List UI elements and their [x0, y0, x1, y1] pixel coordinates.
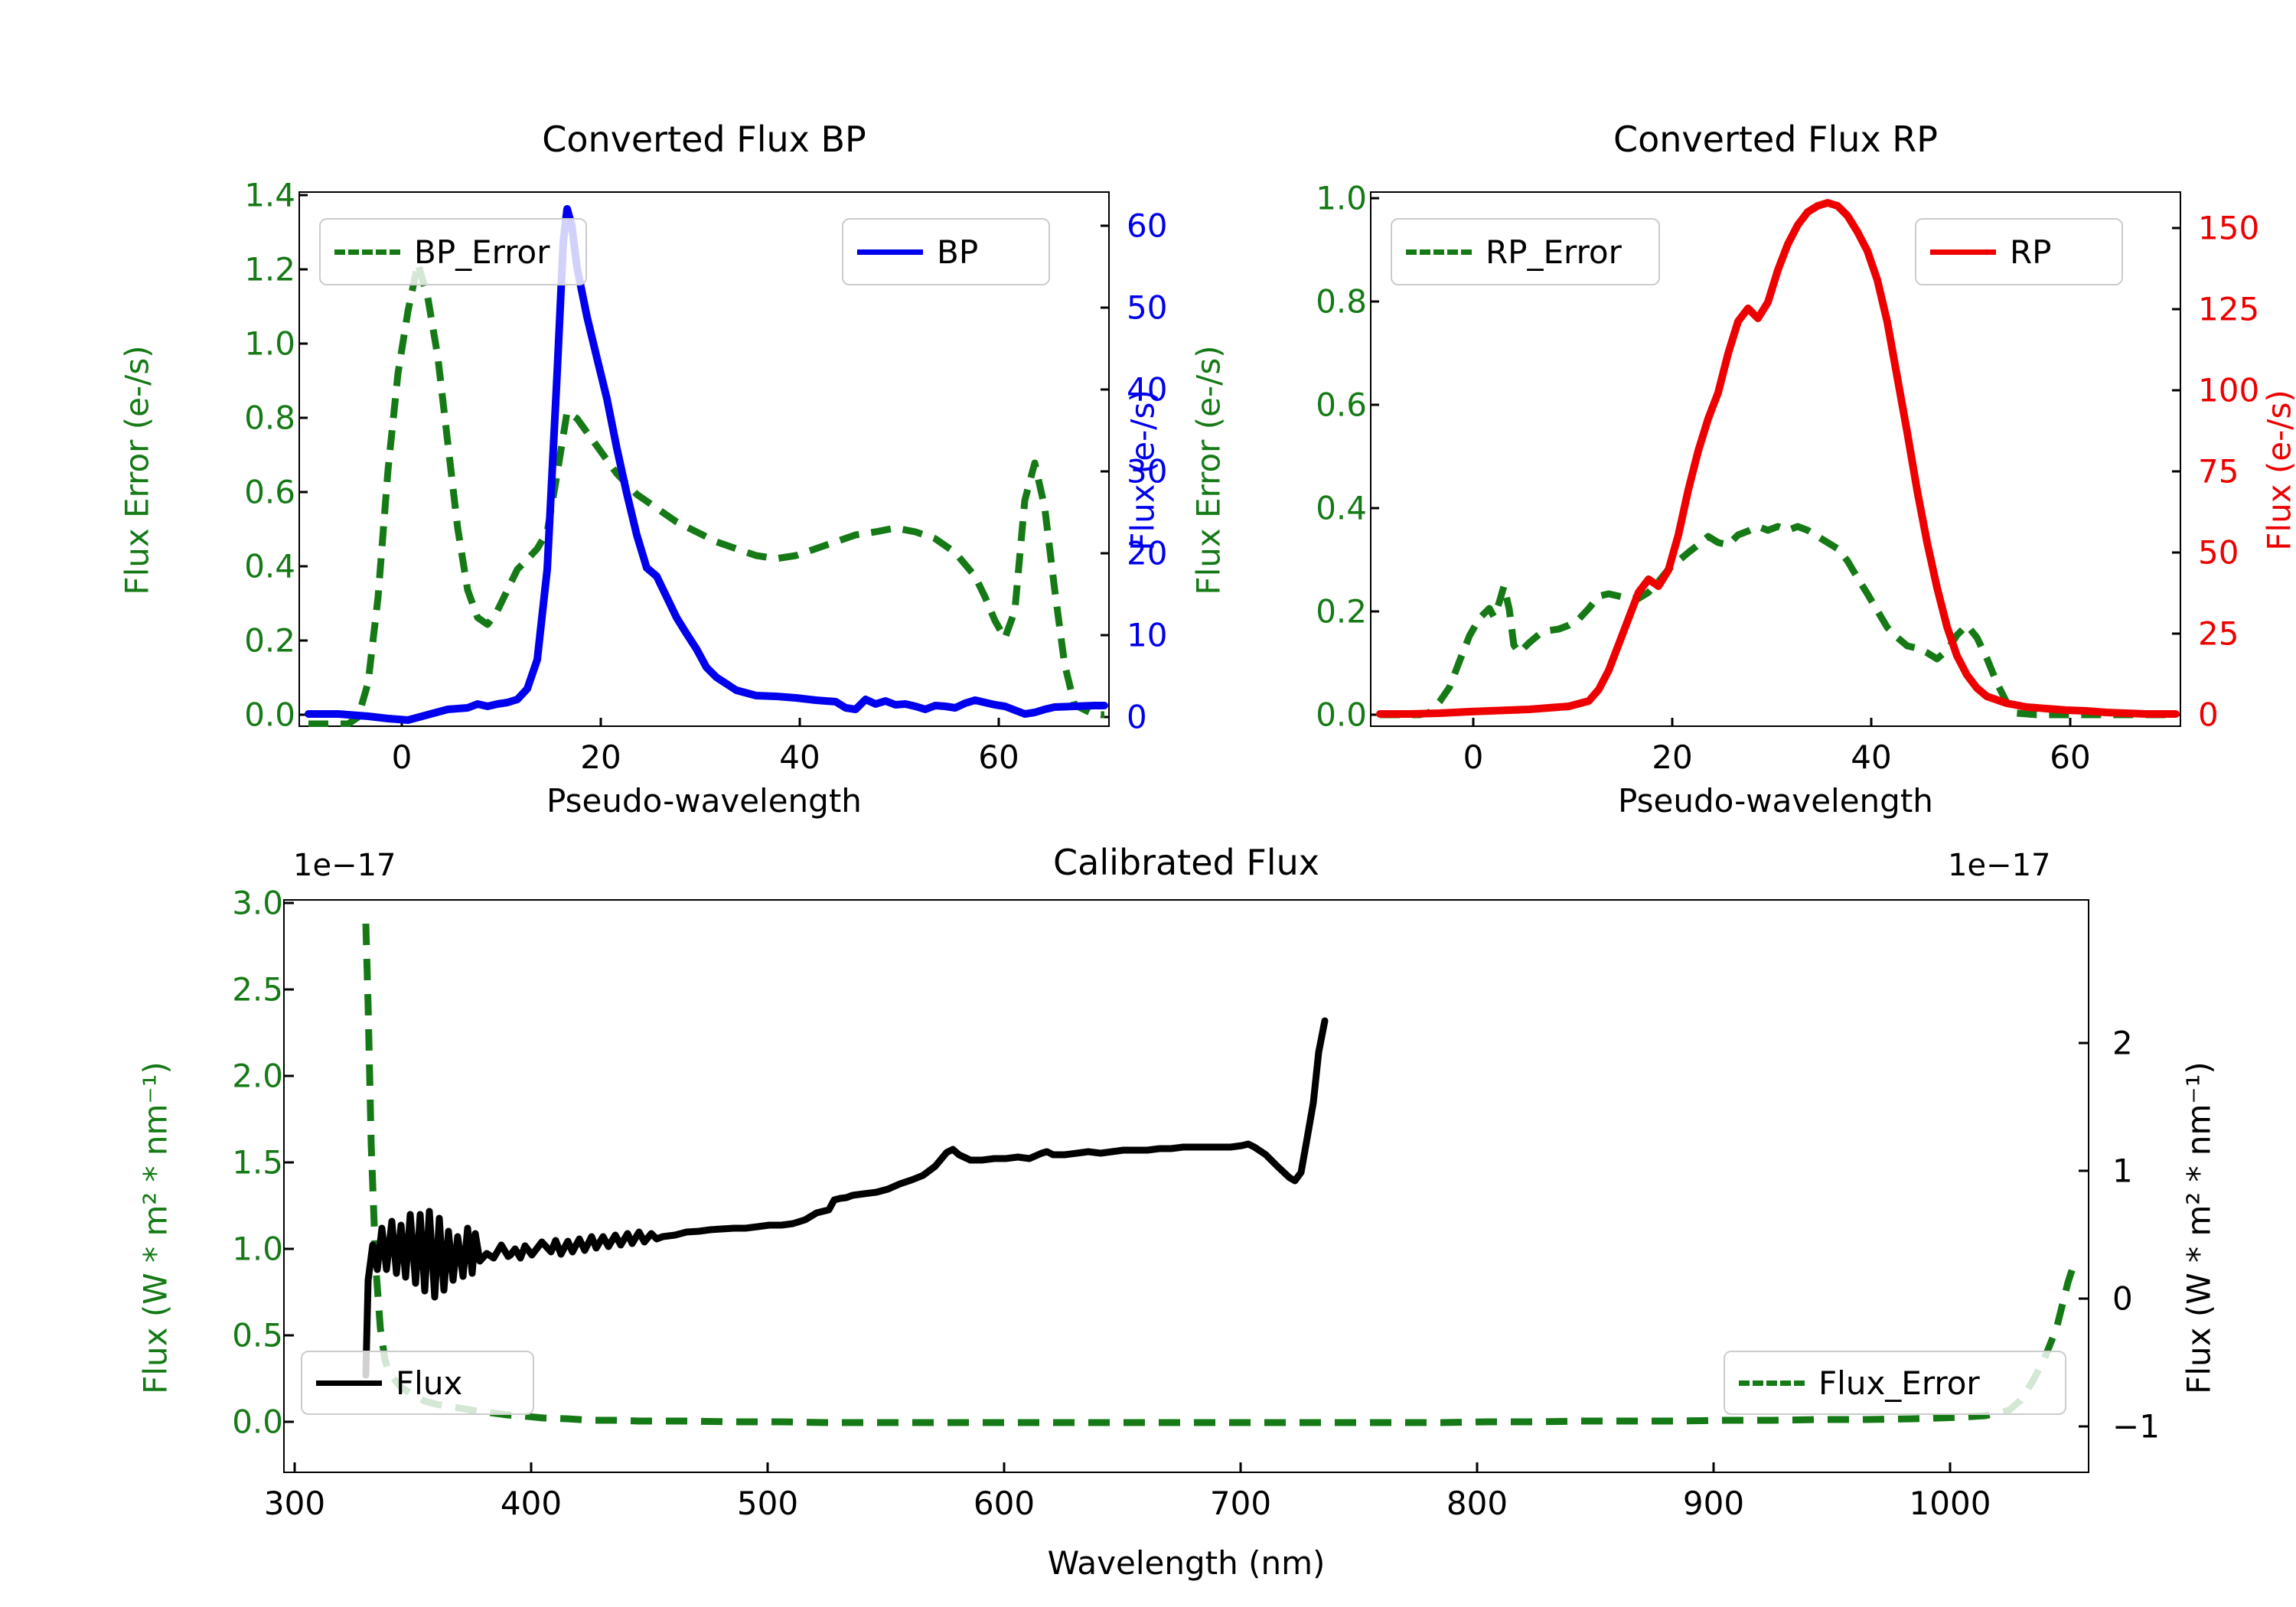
calibrated-flux-error-legend-swatch	[1739, 1380, 1805, 1386]
bp-ytick-left-4: 0.6	[244, 473, 295, 511]
calibrated-flux-error-legend[interactable]: Flux_Error	[1724, 1351, 2066, 1415]
bp-left-y-axis-label: Flux Error (e-/s)	[118, 345, 156, 595]
bp-error-legend-label: BP_Error	[414, 233, 550, 271]
bp-ytick-right-3: 30	[1127, 452, 1168, 491]
bp-ytick-left-7: 0.0	[244, 696, 295, 734]
rp-panel-title: Converted Flux RP	[1613, 119, 1938, 160]
calibrated-ytick-left-3: 1.5	[232, 1143, 283, 1182]
calibrated-flux-legend-label: Flux	[396, 1364, 463, 1402]
rp-ytick-left-4: 0.8	[1316, 282, 1367, 321]
rp-legend[interactable]: RP	[1915, 218, 2123, 285]
rp-xtick-1: 20	[1652, 738, 1693, 776]
calibrated-xtick-4: 700	[1209, 1485, 1272, 1522]
calibrated-ytick-left-6: 3.0	[232, 884, 283, 922]
bp-ytick-left-2: 1.0	[244, 324, 295, 363]
bp-ytick-right-1: 10	[1127, 616, 1168, 654]
rp-error-legend-swatch	[1406, 249, 1472, 255]
calibrated-flux-legend-swatch	[316, 1380, 382, 1386]
rp-xtick-0: 0	[1463, 738, 1484, 776]
rp-ytick-right-1: 25	[2198, 614, 2239, 653]
calibrated-xtick-7: 1000	[1909, 1485, 1991, 1522]
calibrated-xtick-1: 400	[500, 1485, 563, 1522]
bp-panel-title: Converted Flux BP	[542, 119, 866, 160]
calibrated-flux-legend[interactable]: Flux	[301, 1351, 534, 1415]
rp-error-legend-label: RP_Error	[1486, 233, 1622, 271]
panel-calibrated-flux: Calibrated Flux 1e−17 1e−17 Flux (W * m²…	[0, 811, 2296, 1607]
rp-legend-label: RP	[2010, 233, 2052, 271]
bp-error-legend[interactable]: BP_Error	[319, 218, 587, 285]
calibrated-xtick-6: 900	[1682, 1485, 1745, 1522]
rp-right-y-axis-label: Flux (e-/s)	[2260, 390, 2296, 551]
bp-ytick-left-1: 1.2	[244, 250, 295, 288]
bp-error-legend-swatch	[334, 249, 400, 255]
bp-error-series	[308, 259, 1104, 727]
rp-error-legend[interactable]: RP_Error	[1391, 218, 1660, 285]
calibrated-left-offset-label: 1e−17	[293, 848, 396, 883]
calibrated-right-y-axis-label: Flux (W * m² * nm⁻¹)	[2180, 1061, 2218, 1394]
bp-ytick-left-3: 0.8	[244, 399, 295, 437]
bp-legend-label: BP	[937, 233, 979, 271]
bp-ytick-left-6: 0.2	[244, 621, 295, 660]
rp-xtick-3: 60	[2050, 738, 2091, 776]
bp-xtick-2: 40	[779, 738, 820, 776]
rp-ytick-right-4: 100	[2198, 371, 2260, 409]
bp-legend-swatch	[857, 249, 923, 255]
bp-ytick-right-4: 40	[1127, 370, 1168, 409]
bp-ytick-right-2: 20	[1127, 534, 1168, 572]
bp-ytick-left-5: 0.4	[244, 547, 295, 585]
bp-legend[interactable]: BP	[842, 218, 1050, 285]
calibrated-ytick-right-0: −1	[2112, 1407, 2160, 1446]
rp-ytick-left-0: 0.0	[1316, 696, 1367, 734]
rp-ytick-right-5: 125	[2198, 290, 2260, 328]
calibrated-panel-title: Calibrated Flux	[1053, 842, 1319, 883]
rp-left-y-axis-label: Flux Error (e-/s)	[1189, 345, 1228, 595]
calibrated-xtick-3: 600	[973, 1485, 1035, 1522]
rp-ytick-left-2: 0.4	[1316, 489, 1367, 527]
calibrated-left-y-axis-label: Flux (W * m² * nm⁻¹)	[136, 1061, 174, 1394]
rp-ytick-right-0: 0	[2198, 696, 2219, 734]
bp-flux-series	[305, 205, 1108, 724]
bp-xtick-0: 0	[391, 738, 413, 776]
rp-ytick-left-5: 1.0	[1316, 179, 1367, 217]
rp-ytick-right-3: 75	[2198, 452, 2239, 491]
calibrated-flux-error-legend-label: Flux_Error	[1818, 1364, 1980, 1402]
bp-ytick-right-0: 0	[1127, 698, 1147, 736]
calibrated-xtick-5: 800	[1446, 1485, 1508, 1522]
calibrated-x-axis-label: Wavelength (nm)	[1047, 1544, 1326, 1582]
calibrated-xtick-0: 300	[263, 1485, 326, 1522]
calibrated-flux-series	[362, 1017, 1329, 1379]
bp-ytick-left-0: 1.4	[244, 176, 295, 214]
panel-converted-flux-rp: Converted Flux RP Flux Error (e-/s) Flux…	[1148, 0, 2296, 820]
rp-legend-swatch	[1930, 249, 1996, 255]
rp-ytick-left-3: 0.6	[1316, 386, 1367, 424]
bp-ytick-right-5: 50	[1127, 288, 1168, 327]
calibrated-ytick-right-2: 1	[2112, 1152, 2133, 1190]
rp-ytick-left-1: 0.2	[1316, 592, 1367, 631]
rp-xtick-2: 40	[1851, 738, 1892, 776]
rp-ytick-right-2: 50	[2198, 533, 2239, 572]
calibrated-xtick-2: 500	[736, 1485, 799, 1522]
bp-xtick-3: 60	[978, 738, 1019, 776]
calibrated-ytick-left-2: 1.0	[232, 1230, 283, 1268]
calibrated-ytick-left-0: 0.0	[232, 1403, 283, 1441]
rp-x-axis-label: Pseudo-wavelength	[1618, 782, 1933, 820]
bp-ytick-right-6: 60	[1127, 207, 1168, 245]
rp-ytick-right-6: 150	[2198, 209, 2260, 247]
calibrated-ytick-left-4: 2.0	[232, 1057, 283, 1095]
bp-xtick-1: 20	[580, 738, 621, 776]
calibrated-ytick-left-5: 2.5	[232, 970, 283, 1009]
calibrated-ytick-left-1: 0.5	[232, 1316, 283, 1354]
calibrated-ytick-right-1: 0	[2112, 1279, 2133, 1318]
calibrated-ytick-right-3: 2	[2112, 1024, 2133, 1062]
panel-converted-flux-bp: Converted Flux BP Flux Error (e-/s) Flux…	[0, 0, 1168, 820]
bp-x-axis-label: Pseudo-wavelength	[546, 782, 862, 820]
rp-flux-series	[1376, 199, 2180, 718]
calibrated-right-offset-label: 1e−17	[1948, 848, 2051, 883]
